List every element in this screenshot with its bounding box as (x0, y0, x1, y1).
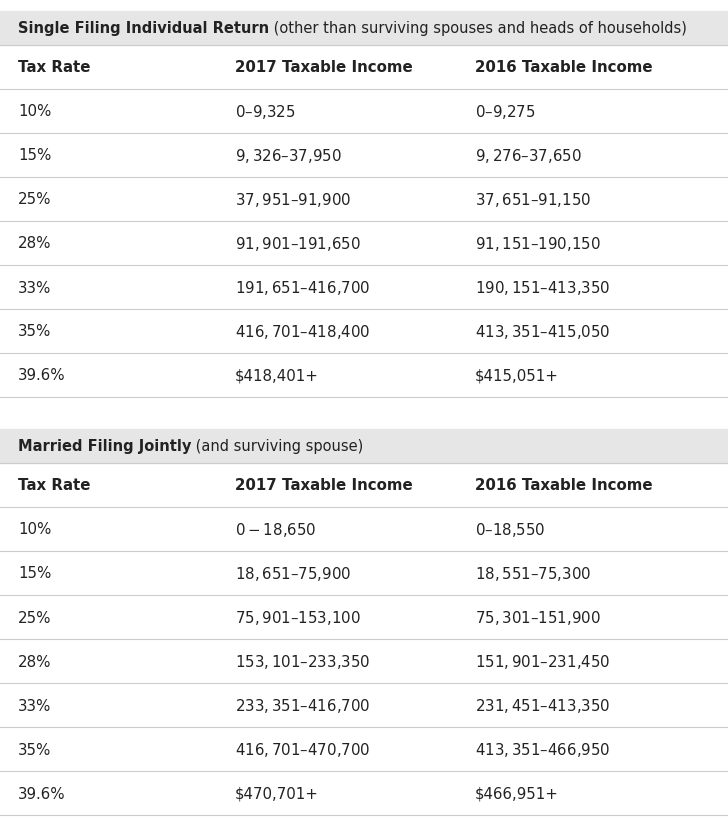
Text: $0 – $18,550: $0 – $18,550 (475, 520, 545, 538)
Text: $9,326 – $37,950: $9,326 – $37,950 (235, 147, 342, 165)
Text: $191,651 – $416,700: $191,651 – $416,700 (235, 278, 371, 296)
Text: $75,901 – $153,100: $75,901 – $153,100 (235, 609, 361, 627)
Text: $0 – $9,275: $0 – $9,275 (475, 103, 536, 121)
Text: $18,551 – $75,300: $18,551 – $75,300 (475, 564, 591, 582)
Text: $91,901 – $191,650: $91,901 – $191,650 (235, 235, 361, 253)
Text: $0 - $18,650: $0 - $18,650 (235, 520, 317, 538)
Text: $190,151 – $413,350: $190,151 – $413,350 (475, 278, 611, 296)
Text: $153,101 – $233,350: $153,101 – $233,350 (235, 652, 371, 670)
Text: Single Filing Individual Return: Single Filing Individual Return (18, 21, 269, 37)
Text: $91,151 – $190,150: $91,151 – $190,150 (475, 235, 601, 253)
Text: 2017 Taxable Income: 2017 Taxable Income (235, 478, 413, 493)
Text: 28%: 28% (18, 654, 52, 668)
Text: 2016 Taxable Income: 2016 Taxable Income (475, 61, 652, 75)
Text: 39.6%: 39.6% (18, 368, 66, 383)
Text: $9,276 – $37,650: $9,276 – $37,650 (475, 147, 582, 165)
Text: Tax Rate: Tax Rate (18, 61, 90, 75)
Text: $466,951+: $466,951+ (475, 785, 559, 800)
Text: 2017 Taxable Income: 2017 Taxable Income (235, 61, 413, 75)
Text: 35%: 35% (18, 324, 52, 339)
Text: 25%: 25% (18, 610, 52, 625)
Text: $37,651 – $91,150: $37,651 – $91,150 (475, 191, 591, 209)
Text: 33%: 33% (18, 698, 52, 713)
Text: $75,301 – $151,900: $75,301 – $151,900 (475, 609, 601, 627)
Text: 39.6%: 39.6% (18, 785, 66, 800)
Text: 2016 Taxable Income: 2016 Taxable Income (475, 478, 652, 493)
Text: $151,901 – $231,450: $151,901 – $231,450 (475, 652, 611, 670)
Text: Married Filing Jointly: Married Filing Jointly (18, 439, 191, 454)
Text: 25%: 25% (18, 192, 52, 207)
Text: 15%: 15% (18, 148, 52, 163)
Bar (0, 12, 728, 46)
Text: $0 – $9,325: $0 – $9,325 (235, 103, 296, 121)
Text: $413,351 – $466,950: $413,351 – $466,950 (475, 740, 611, 758)
Text: $418,401+: $418,401+ (235, 368, 319, 383)
Text: 15%: 15% (18, 566, 52, 581)
Text: (other than surviving spouses and heads of households): (other than surviving spouses and heads … (269, 21, 687, 37)
Text: $413,351 – $415,050: $413,351 – $415,050 (475, 323, 611, 341)
Text: $415,051+: $415,051+ (475, 368, 559, 383)
Text: $470,701+: $470,701+ (235, 785, 319, 800)
Text: 10%: 10% (18, 104, 52, 120)
Text: $18,651 – $75,900: $18,651 – $75,900 (235, 564, 352, 582)
Text: Tax Rate: Tax Rate (18, 478, 90, 493)
Text: $416,701 – $418,400: $416,701 – $418,400 (235, 323, 371, 341)
Text: $416,701 – $470,700: $416,701 – $470,700 (235, 740, 371, 758)
Text: 28%: 28% (18, 236, 52, 251)
Text: 10%: 10% (18, 522, 52, 536)
Text: 35%: 35% (18, 741, 52, 757)
Text: (and surviving spouse): (and surviving spouse) (191, 439, 363, 454)
Bar (0, 429, 728, 464)
Text: $233,351 – $416,700: $233,351 – $416,700 (235, 696, 371, 714)
Text: 33%: 33% (18, 280, 52, 295)
Text: $37,951 – $91,900: $37,951 – $91,900 (235, 191, 352, 209)
Text: $231,451 – $413,350: $231,451 – $413,350 (475, 696, 611, 714)
